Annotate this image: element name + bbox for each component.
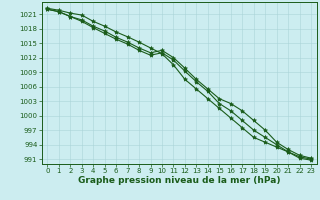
- X-axis label: Graphe pression niveau de la mer (hPa): Graphe pression niveau de la mer (hPa): [78, 176, 280, 185]
